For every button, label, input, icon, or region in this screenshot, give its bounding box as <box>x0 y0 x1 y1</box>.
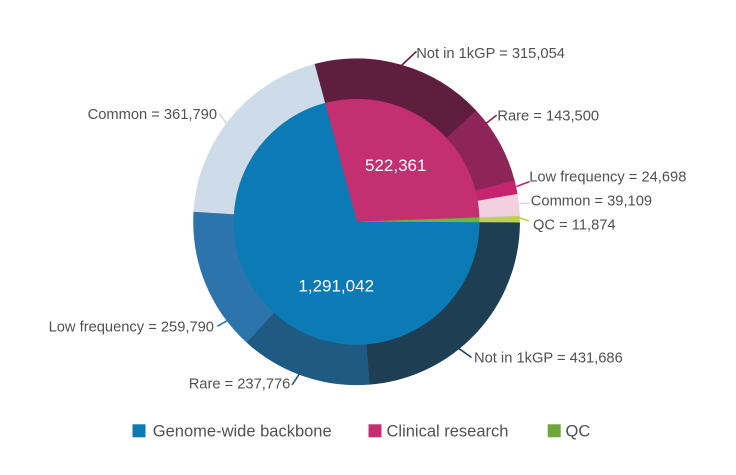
svg-text:Genome-wide backbone: Genome-wide backbone <box>153 422 332 440</box>
svg-text:QC = 11,874: QC = 11,874 <box>533 218 616 234</box>
svg-text:Clinical research: Clinical research <box>387 422 509 440</box>
svg-text:Rare = 237,776: Rare = 237,776 <box>189 377 291 393</box>
svg-text:Not in 1kGP = 315,054: Not in 1kGP = 315,054 <box>416 46 565 62</box>
svg-text:Rare = 143,500: Rare = 143,500 <box>497 108 599 124</box>
svg-text:Low frequency = 259,790: Low frequency = 259,790 <box>49 319 214 335</box>
svg-text:1,291,042: 1,291,042 <box>298 276 374 295</box>
svg-text:522,361: 522,361 <box>365 156 426 175</box>
svg-text:Common = 39,109: Common = 39,109 <box>531 194 652 210</box>
svg-text:Not in 1kGP = 431,686: Not in 1kGP = 431,686 <box>474 350 623 366</box>
svg-text:Common = 361,790: Common = 361,790 <box>88 107 217 123</box>
svg-text:QC: QC <box>566 422 591 440</box>
svg-text:Low frequency = 24,698: Low frequency = 24,698 <box>529 170 686 186</box>
